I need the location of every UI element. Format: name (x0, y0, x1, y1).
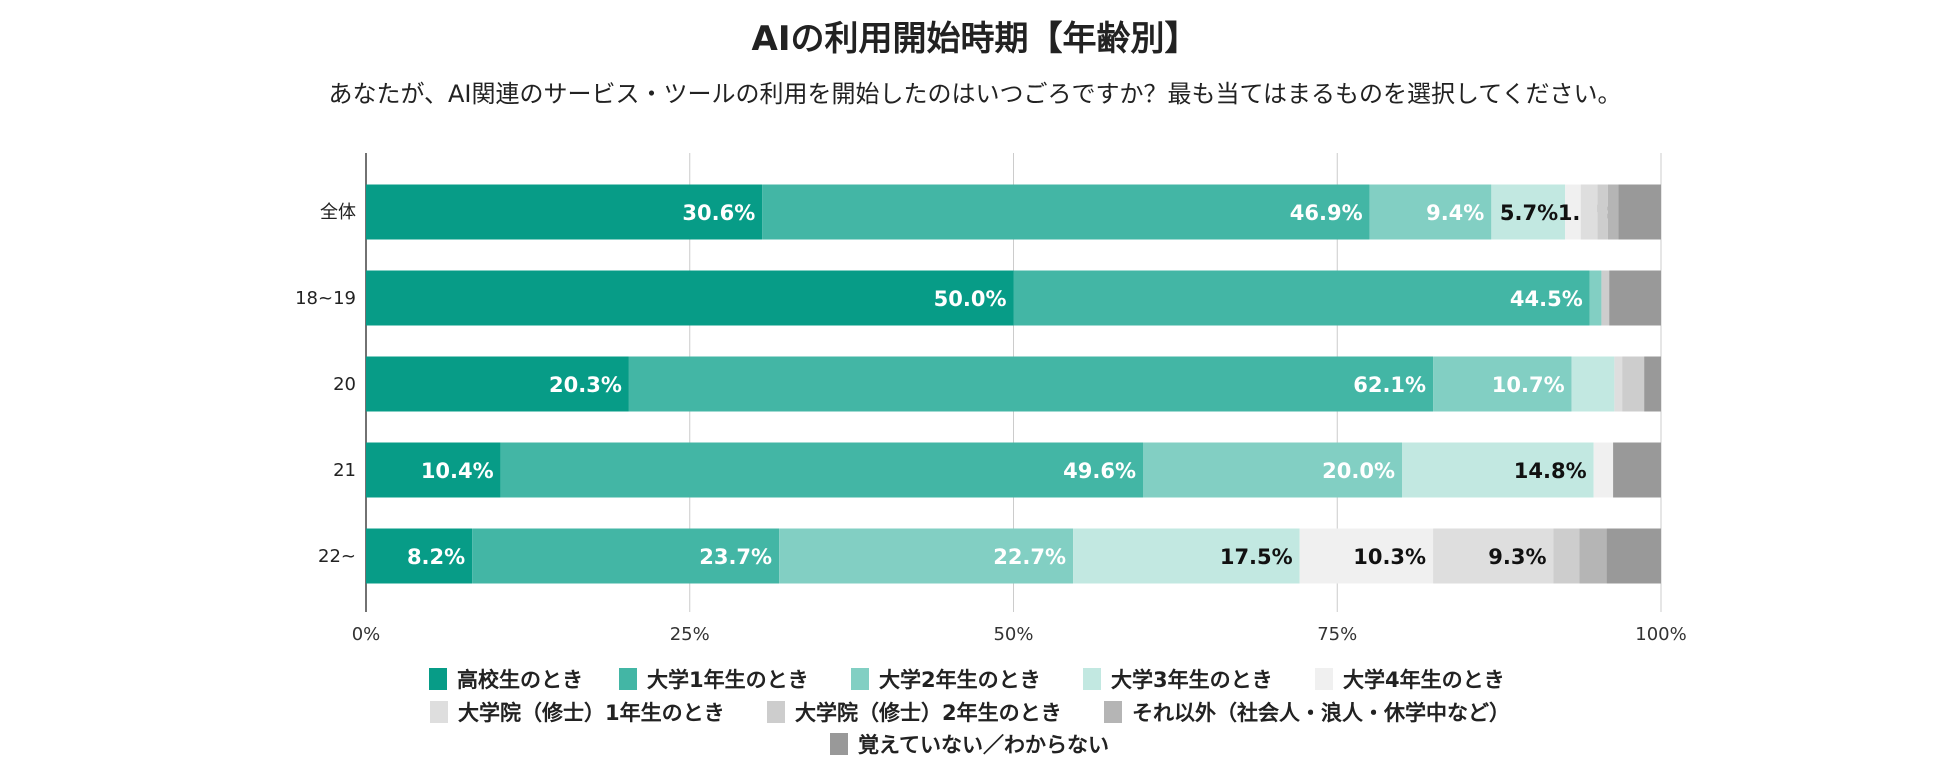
bar-segment (1613, 442, 1661, 498)
data-label: 5.7% (1500, 201, 1558, 225)
data-label: 9.3% (1488, 545, 1546, 569)
legend-label: 大学院（修士）2年生のとき (795, 701, 1062, 725)
x-tick-label: 50% (993, 624, 1033, 645)
x-axis-ticks: 0% 25% 50% 75% 100% (352, 624, 1687, 645)
bar-segment (1491, 184, 1566, 240)
bar-segment (1073, 528, 1300, 584)
bar-segment (1402, 442, 1594, 498)
bar-segment (1143, 442, 1402, 498)
data-label: 44.5% (1510, 287, 1583, 311)
category-label: 全体 (320, 202, 356, 223)
chart-subtitle: あなたが、AI関連のサービス・ツールの利用を開始したのはいつごろですか？最も当て… (328, 80, 1621, 108)
legend-swatch (1315, 668, 1333, 690)
x-tick-label: 0% (352, 624, 381, 645)
bar-segment (762, 184, 1370, 240)
category-label: 21 (333, 460, 356, 481)
bar-segment (1433, 528, 1554, 584)
bar-segment (366, 270, 1014, 326)
bar-segment (1593, 442, 1614, 498)
data-label: 10.7% (1492, 373, 1565, 397)
bar-segment (500, 442, 1143, 498)
bar-segment (1299, 528, 1434, 584)
data-label: 20.0% (1322, 459, 1395, 483)
data-label: 8.2% (407, 545, 465, 569)
bar-segment (1618, 184, 1661, 240)
bar-segment (1609, 270, 1661, 326)
bar-segment (628, 356, 1434, 412)
data-label: 46.9% (1290, 201, 1363, 225)
category-label: 22~ (318, 546, 356, 567)
bar-segment (366, 442, 501, 498)
bars: 30.6%46.9%9.4%5.7%1.2%50.0%44.5%20.3%62.… (366, 184, 1661, 584)
legend-swatch (619, 668, 637, 690)
bar-segment (1553, 528, 1580, 584)
legend-label: 大学3年生のとき (1111, 668, 1273, 692)
data-label: 17.5% (1220, 545, 1293, 569)
legend: 高校生のとき 大学1年生のとき 大学2年生のとき 大学3年生のとき 大学4年生のとき大学… (429, 668, 1510, 757)
category-label: 18~19 (295, 288, 356, 309)
bar-segment (472, 528, 780, 584)
category-label: 20 (333, 374, 356, 395)
category-labels: 全体 18~19 20 21 22~ (295, 202, 356, 567)
data-label: 22.7% (993, 545, 1066, 569)
bar-segment (1565, 184, 1581, 240)
bar-segment (1597, 184, 1608, 240)
x-tick-label: 75% (1317, 624, 1357, 645)
bar-segment (1607, 184, 1619, 240)
bar-segment (366, 356, 629, 412)
bar-segment (366, 184, 763, 240)
bar-segment (1369, 184, 1492, 240)
legend-swatch (430, 701, 448, 723)
legend-label: それ以外（社会人・浪人・休学中など） (1132, 701, 1510, 725)
bar-segment (1606, 528, 1661, 584)
legend-swatch (1104, 701, 1122, 723)
bar-segment (1614, 356, 1623, 412)
data-label: 20.3% (549, 373, 622, 397)
data-label: 50.0% (934, 287, 1007, 311)
legend-label: 高校生のとき (457, 668, 583, 692)
legend-label: 大学1年生のとき (647, 668, 809, 692)
bar-segment (1622, 356, 1645, 412)
data-label: 49.6% (1063, 459, 1136, 483)
bar-segment (1571, 356, 1615, 412)
bar-segment (1589, 270, 1602, 326)
bar-segment (1601, 270, 1610, 326)
chart-title: AIの利用開始時期【年齢別】 (752, 19, 1199, 59)
bar-segment (1433, 356, 1572, 412)
x-tick-label: 25% (670, 624, 710, 645)
legend-label: 大学院（修士）1年生のとき (458, 701, 725, 725)
legend-swatch (1083, 668, 1101, 690)
data-label: 14.8% (1514, 459, 1587, 483)
bar-segment (1579, 528, 1607, 584)
data-label: 9.4% (1426, 201, 1484, 225)
data-label: 23.7% (699, 545, 772, 569)
bar-segment (366, 528, 473, 584)
legend-swatch (851, 668, 869, 690)
data-label: 10.3% (1353, 545, 1426, 569)
bar-segment (779, 528, 1074, 584)
bar-segment (1580, 184, 1598, 240)
data-label: 62.1% (1353, 373, 1426, 397)
legend-swatch (767, 701, 785, 723)
data-label: 10.4% (421, 459, 494, 483)
bar-segment (1013, 270, 1590, 326)
legend-label: 覚えていない／わからない (858, 733, 1109, 757)
data-label: 30.6% (682, 201, 755, 225)
legend-label: 大学2年生のとき (879, 668, 1041, 692)
x-tick-label: 100% (1635, 624, 1686, 645)
legend-swatch (429, 668, 447, 690)
legend-label: 大学4年生のとき (1343, 668, 1505, 692)
bar-segment (1644, 356, 1661, 412)
legend-swatch (830, 733, 848, 755)
